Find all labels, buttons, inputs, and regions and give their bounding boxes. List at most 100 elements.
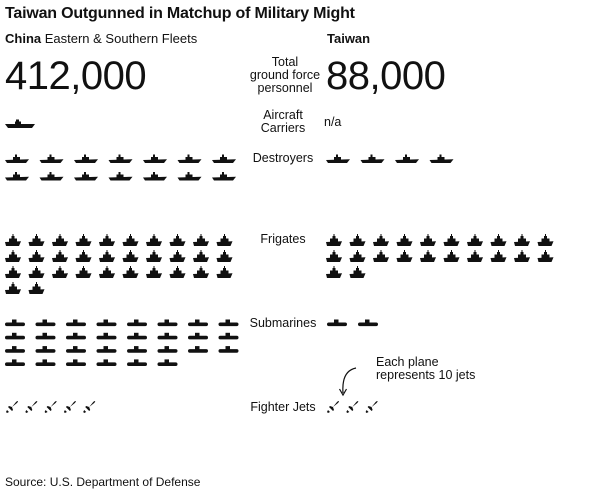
label-line: Aircraft	[263, 108, 303, 122]
annotation-arrow	[342, 367, 357, 394]
destroyer-icon	[177, 154, 202, 163]
destroyer-icon	[212, 154, 236, 163]
frigate-icon	[5, 266, 21, 278]
frigate-icon	[514, 234, 530, 246]
label-line: personnel	[257, 81, 313, 95]
fighter-jet-icon	[63, 401, 76, 413]
source-note: Source: U.S. Department of Defense	[5, 475, 201, 489]
submarine-icon	[96, 332, 117, 340]
china-column-header: China Eastern & Southern Fleets	[5, 31, 197, 46]
frigate-icon	[5, 234, 21, 246]
frigate-icon	[490, 234, 507, 246]
frigate-icon	[396, 234, 413, 246]
submarine-icon	[327, 319, 347, 327]
destroyer-icon	[108, 154, 133, 163]
destroyer-icon	[74, 172, 98, 181]
taiwan-frigate-icons	[326, 234, 554, 278]
frigate-icon	[169, 250, 186, 262]
frigate-icon	[514, 250, 530, 262]
frigate-icon	[349, 266, 366, 278]
row-label-aircraft-carriers: Aircraft Carriers	[244, 109, 322, 135]
frigate-icon	[216, 266, 233, 278]
submarine-icon	[96, 319, 117, 327]
submarine-icon	[127, 332, 147, 340]
frigate-icon	[28, 250, 45, 262]
destroyer-icon	[143, 154, 167, 163]
submarine-icon	[5, 319, 25, 327]
taiwan-label: Taiwan	[327, 31, 371, 46]
destroyer-icon	[177, 172, 202, 181]
submarine-icon	[188, 319, 208, 327]
frigate-icon	[326, 266, 342, 278]
frigate-icon	[5, 250, 21, 262]
submarine-icon	[35, 319, 56, 327]
frigate-icon	[349, 234, 366, 246]
taiwan-personnel-value: 88,000	[326, 54, 446, 98]
submarine-icon	[157, 319, 178, 327]
destroyer-icon	[143, 172, 167, 181]
china-carrier-icons	[5, 119, 35, 128]
fighter-jet-icon	[346, 401, 359, 413]
frigate-icon	[537, 234, 554, 246]
frigate-icon	[420, 250, 436, 262]
taiwan-column-header: Taiwan	[327, 31, 370, 46]
submarine-icon	[66, 346, 86, 353]
china-label: China	[5, 31, 42, 46]
submarine-icon	[35, 359, 56, 366]
frigate-icon	[443, 250, 460, 262]
submarine-icon	[218, 319, 239, 327]
frigate-icon	[467, 250, 483, 262]
destroyer-icon	[5, 154, 29, 163]
submarine-icon	[5, 346, 25, 353]
chart-title: Taiwan Outgunned in Matchup of Military …	[5, 5, 355, 22]
taiwan-carriers-value: n/a	[324, 115, 342, 129]
frigate-icon	[193, 250, 209, 262]
submarine-icon	[127, 359, 147, 366]
frigate-icon	[146, 266, 162, 278]
frigate-icon	[490, 250, 507, 262]
submarine-icon	[188, 346, 208, 353]
submarine-icon	[66, 319, 86, 327]
frigate-icon	[193, 234, 209, 246]
frigate-icon	[467, 234, 483, 246]
submarine-icon	[66, 332, 86, 340]
frigate-icon	[75, 266, 92, 278]
destroyer-icon	[326, 154, 350, 163]
row-label-personnel: Total ground force personnel	[236, 56, 334, 95]
fighter-jet-icon	[83, 401, 96, 413]
row-label-fighter-jets: Fighter Jets	[250, 400, 316, 414]
submarine-icon	[157, 359, 178, 366]
frigate-icon	[122, 250, 139, 262]
frigate-icon	[349, 250, 366, 262]
china-frigate-icons	[5, 234, 233, 294]
frigate-icon	[52, 250, 68, 262]
row-label-frigates: Frigates	[260, 232, 306, 246]
label-line: Carriers	[260, 121, 306, 135]
destroyer-icon	[39, 154, 64, 163]
china-jet-icons	[6, 401, 96, 413]
frigate-icon	[99, 266, 115, 278]
submarine-icon	[157, 332, 178, 340]
frigate-icon	[326, 250, 342, 262]
submarine-icon	[66, 359, 86, 366]
frigate-icon	[193, 266, 209, 278]
carrier-icon	[5, 119, 35, 128]
frigate-icon	[420, 234, 436, 246]
frigate-icon	[99, 250, 115, 262]
china-personnel-value: 412,000	[5, 54, 147, 98]
taiwan-destroyer-icons	[326, 154, 454, 163]
submarine-icon	[188, 332, 208, 340]
destroyer-icon	[74, 154, 98, 163]
frigate-icon	[28, 266, 45, 278]
fighter-jet-icon	[365, 401, 378, 413]
frigate-icon	[28, 234, 45, 246]
taiwan-submarine-icons	[327, 319, 378, 327]
frigate-icon	[373, 234, 389, 246]
submarine-icon	[358, 319, 378, 327]
submarine-icon	[96, 359, 117, 366]
frigate-icon	[52, 266, 68, 278]
fighter-jet-icon	[25, 401, 38, 413]
frigate-icon	[146, 234, 162, 246]
frigate-icon	[5, 282, 21, 294]
